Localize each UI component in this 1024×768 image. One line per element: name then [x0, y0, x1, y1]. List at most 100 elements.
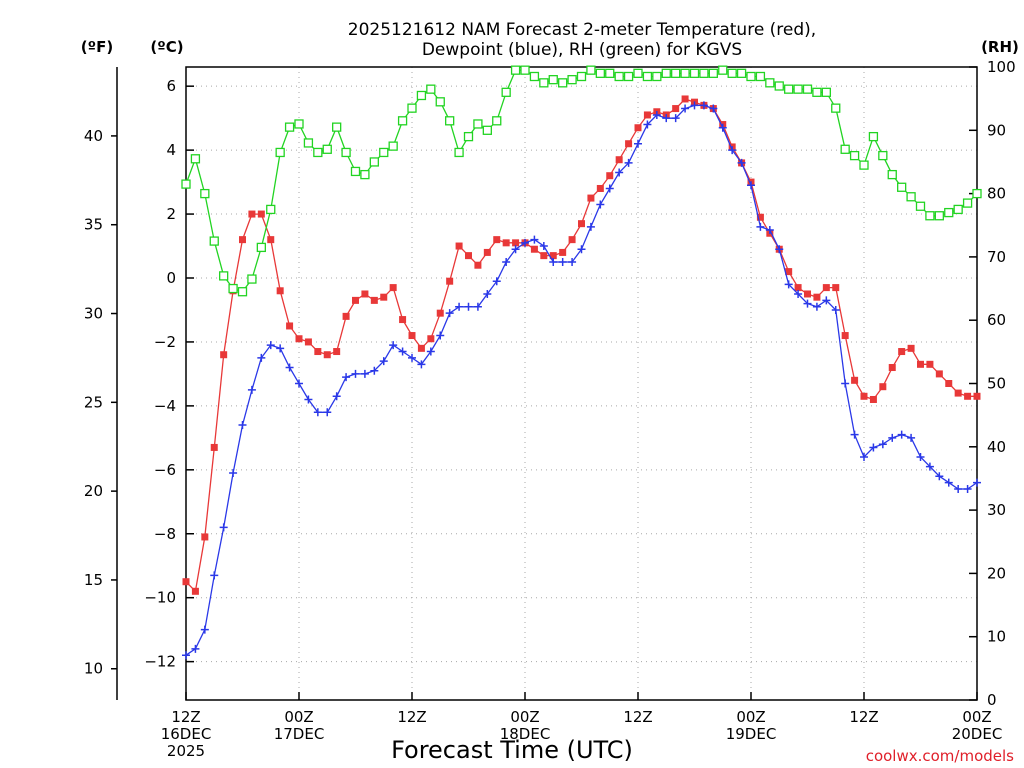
dewpoint-point: [803, 299, 812, 308]
temperature-point: [907, 344, 915, 352]
rh-point: [652, 71, 662, 82]
x-tick-label: 12Z: [397, 708, 426, 726]
rh-point: [228, 283, 238, 294]
data-series: [181, 65, 982, 660]
plot-frame: [185, 66, 978, 701]
c-tick-label: −12: [144, 653, 176, 671]
rh-point: [878, 150, 888, 161]
f-tick-label: 25: [84, 393, 103, 411]
x-tick-label: 18DEC: [500, 725, 551, 743]
rh-point: [859, 160, 869, 170]
x-tick-label: 16DEC: [161, 725, 212, 743]
rh-point: [445, 116, 455, 126]
rh-point: [266, 204, 276, 215]
fahrenheit-unit-label: (ºF): [81, 38, 113, 56]
rh-point: [831, 103, 841, 113]
x-tick-label: 17DEC: [274, 725, 325, 743]
temperature-point: [615, 156, 623, 164]
temperature-point: [606, 172, 614, 180]
temperature-point: [474, 261, 482, 269]
temperature-point: [935, 370, 943, 378]
rh-point: [303, 138, 314, 148]
temperature-point: [333, 348, 341, 356]
rh-point: [812, 87, 822, 97]
rh-point: [350, 166, 361, 177]
c-tick-label: −2: [154, 333, 176, 351]
rh-point: [369, 157, 379, 167]
dewpoint-point: [360, 369, 369, 378]
rh-point: [341, 147, 351, 158]
dewpoint-point: [841, 379, 850, 388]
temperature-point: [587, 194, 595, 202]
dewpoint-point: [699, 101, 708, 110]
temperature-point: [841, 332, 849, 340]
rh-point: [237, 287, 248, 297]
dewpoint-point: [737, 158, 746, 167]
rh-tick-label: 40: [987, 438, 1006, 456]
temperature-point: [483, 248, 491, 256]
temperature-point: [785, 268, 793, 276]
dewpoint-point: [521, 238, 529, 247]
temperature-point: [201, 533, 209, 541]
temperature-point: [578, 220, 585, 228]
dewpoint-point: [473, 302, 482, 311]
c-tick-label: 4: [166, 141, 176, 159]
temperature-point: [926, 360, 934, 368]
dewpoint-point: [257, 353, 266, 362]
rh-point: [793, 84, 803, 94]
rh-point: [934, 211, 944, 221]
dewpoint-point: [313, 408, 322, 417]
rh-point: [313, 147, 323, 158]
rh-point: [699, 68, 709, 78]
rh-unit-label: (RH): [981, 38, 1019, 56]
rh-point: [576, 71, 587, 82]
rh-tick-label: 0: [987, 691, 997, 709]
rh-point: [623, 71, 634, 82]
temperature-point: [455, 242, 463, 250]
c-tick-label: 0: [166, 269, 176, 287]
dewpoint-point: [812, 302, 821, 311]
rh-tick-label: 80: [987, 185, 1006, 203]
temperature-line: [185, 98, 977, 593]
rh-point: [454, 147, 464, 158]
x-tick-label: 12Z: [171, 708, 200, 726]
rh-point: [275, 147, 285, 158]
temperature-point: [417, 344, 425, 352]
temperature-point: [314, 348, 322, 356]
x-tick-label: 12Z: [623, 708, 652, 726]
dewpoint-line: [185, 104, 978, 656]
temperature-point: [248, 210, 256, 218]
dewpoint-point: [775, 245, 784, 254]
rh-point: [492, 116, 502, 126]
temperature-point: [794, 284, 802, 292]
dewpoint-point: [558, 258, 567, 267]
c-tick-label: −8: [154, 525, 176, 543]
dewpoint-point: [718, 123, 727, 132]
rh-point: [915, 201, 926, 211]
temperature-point: [257, 210, 265, 218]
rh-point: [397, 116, 408, 126]
dewpoint-point: [342, 373, 351, 382]
rh-point: [849, 150, 860, 161]
temperature-point: [945, 380, 953, 387]
rh-point: [840, 144, 850, 154]
rh-point: [501, 87, 511, 97]
temperature-point: [917, 360, 924, 368]
dewpoint-point: [944, 478, 953, 487]
rh-tick-label: 100: [987, 58, 1016, 76]
dewpoint-point: [596, 200, 605, 209]
rh-point: [294, 119, 304, 129]
dewpoint-point: [389, 341, 398, 350]
rh-tick-label: 50: [987, 375, 1006, 393]
dewpoint-point: [954, 485, 963, 493]
dewpoint-point: [276, 344, 285, 353]
rh-point: [972, 188, 982, 199]
c-tick-label: −4: [154, 397, 176, 415]
temperature-point: [465, 252, 472, 260]
dewpoint-point: [652, 110, 661, 119]
dewpoint-point: [210, 571, 219, 580]
temperature-point: [276, 287, 284, 295]
dewpoint-point: [850, 430, 859, 439]
dewpoint-point: [351, 369, 360, 378]
